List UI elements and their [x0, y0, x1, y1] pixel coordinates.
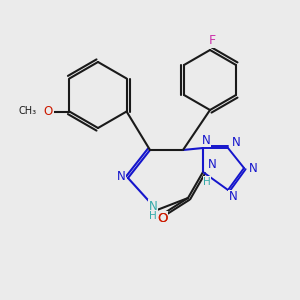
Text: N: N [208, 158, 216, 172]
Text: O: O [157, 212, 167, 224]
Text: N: N [117, 170, 125, 184]
Text: N: N [202, 134, 210, 146]
Text: O: O [157, 212, 167, 226]
Text: N: N [148, 200, 158, 212]
Text: H: H [203, 177, 211, 187]
Text: F: F [208, 34, 216, 47]
Text: N: N [229, 190, 237, 203]
Text: N: N [232, 136, 240, 149]
Text: N: N [249, 161, 257, 175]
Text: CH₃: CH₃ [18, 106, 36, 116]
Text: O: O [44, 105, 53, 118]
Text: H: H [149, 211, 157, 221]
